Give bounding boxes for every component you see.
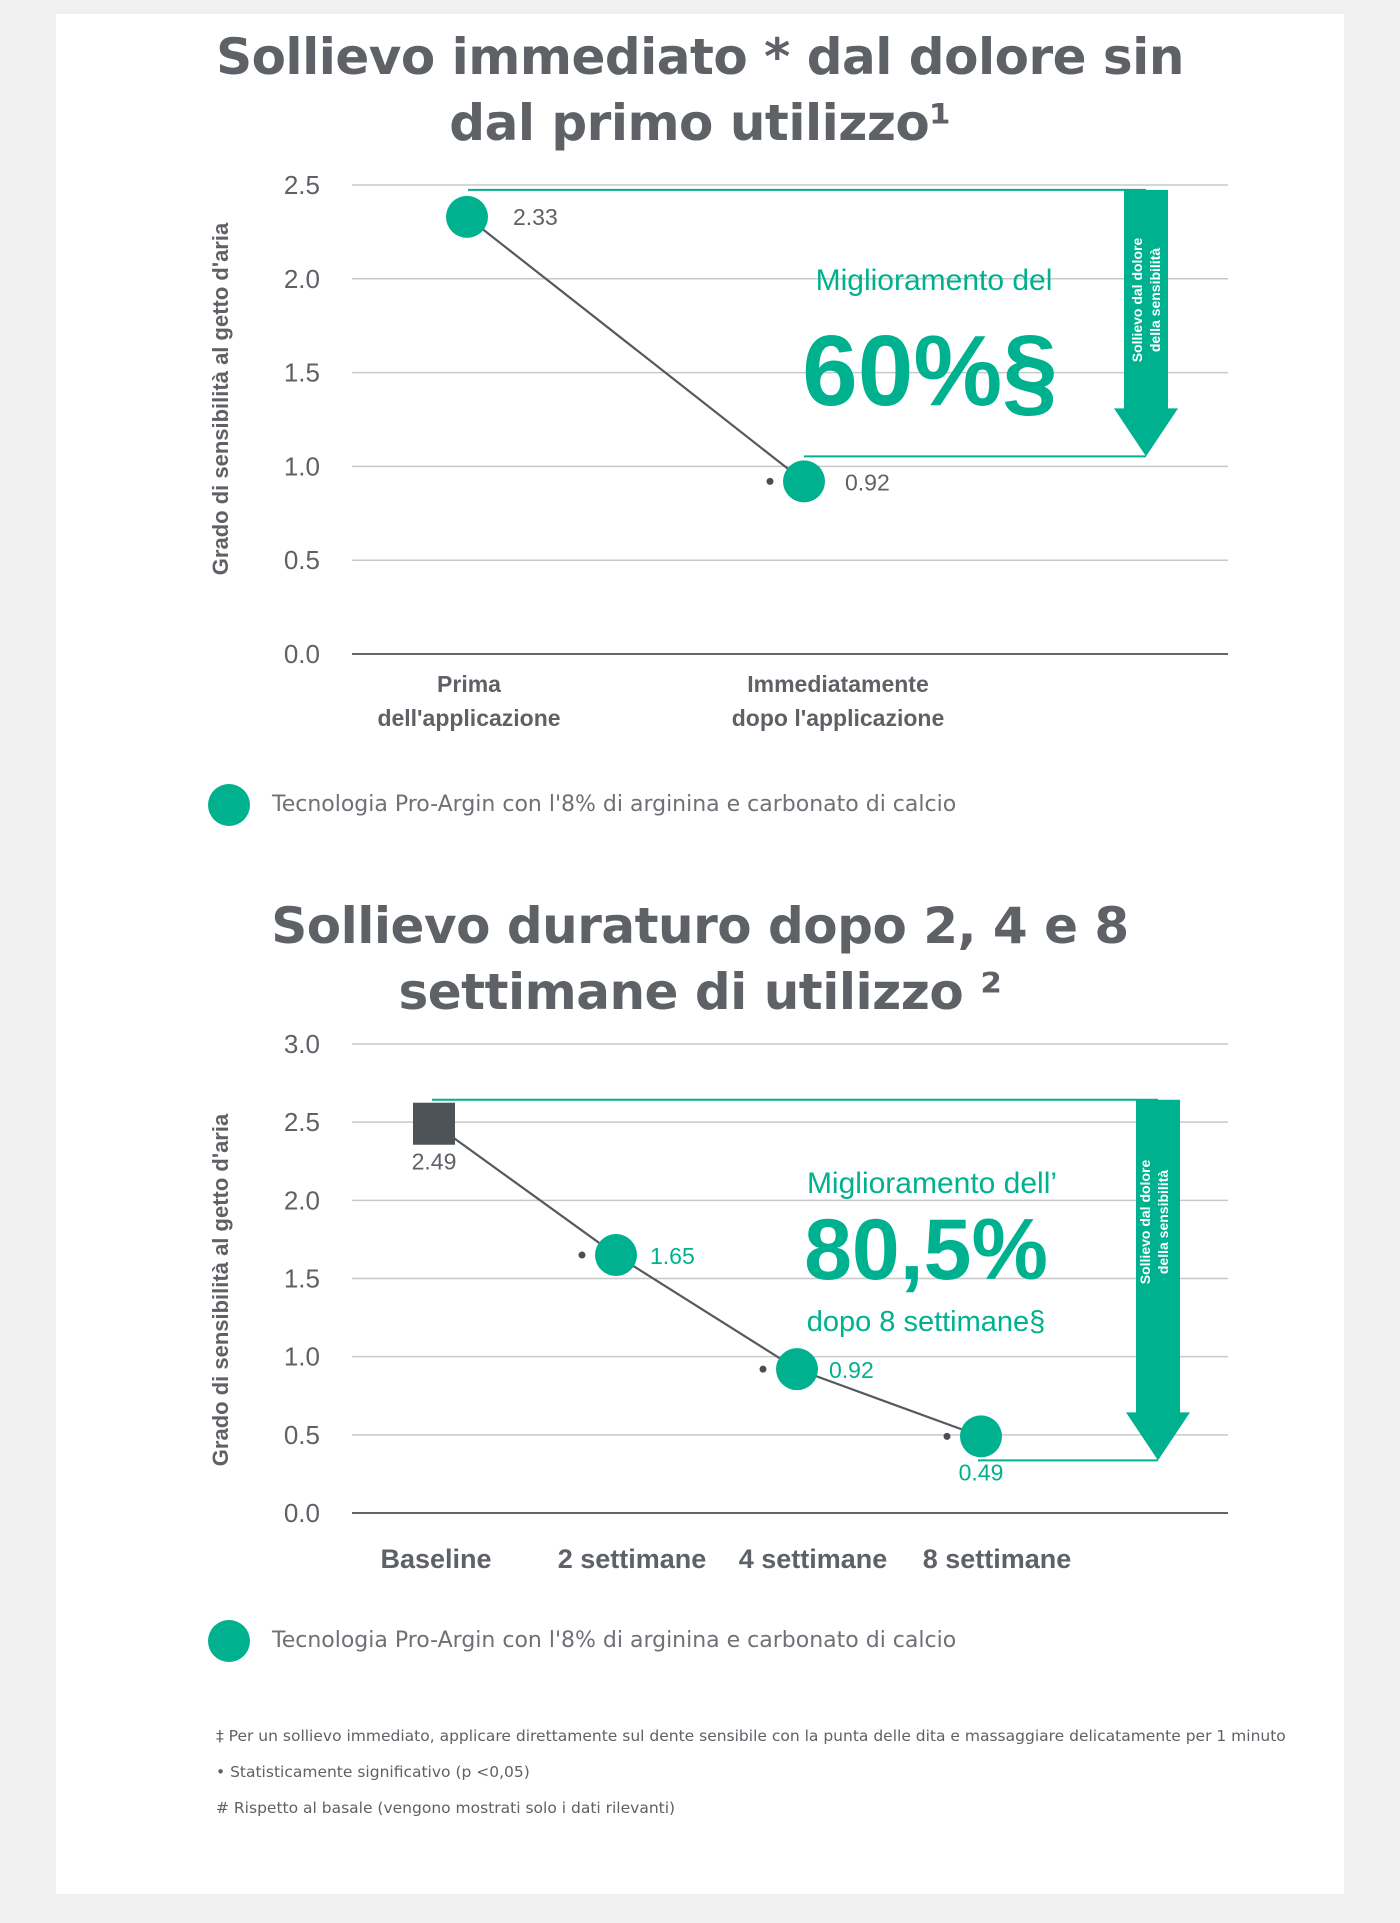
chart2-y-tick-label: 3.0 bbox=[284, 1029, 320, 1059]
chart1-x-label-2b: dopo l'applicazione bbox=[732, 705, 944, 731]
chart2-x-tick-labels: Baseline 2 settimane 4 settimane 8 settiman… bbox=[380, 1544, 1071, 1574]
chart2-data-point bbox=[776, 1348, 818, 1391]
chart1-series: 2.33 0.92 bbox=[446, 195, 890, 503]
chart2-y-tick-label: 0.0 bbox=[284, 1498, 320, 1528]
chart2-significance-dot bbox=[943, 1432, 951, 1440]
chart2-data-label: 1.65 bbox=[650, 1243, 695, 1269]
footnotes: ‡ Per un sollievo immediato, applicare d… bbox=[216, 1718, 1336, 1826]
chart1-data-point bbox=[446, 195, 488, 238]
chart2-plot: 0.0 0.5 1.0 1.5 2.0 2.5 3.0 Grado di sensibili… bbox=[208, 1029, 1228, 1574]
chart1-significance-dot bbox=[766, 477, 774, 485]
chart2-title-line1: Sollievo duraturo dopo 2, 4 e 8 bbox=[271, 897, 1129, 955]
chart1-title: Sollievo immediato * dal dolore sin dal … bbox=[0, 24, 1400, 156]
chart2-y-tick-label: 1.0 bbox=[284, 1342, 320, 1372]
chart2-improvement-value: 80,5% bbox=[804, 1202, 1048, 1298]
chart1-data-label: 0.92 bbox=[845, 469, 890, 495]
chart1-legend-label: Tecnologia Pro-Argin con l'8% di arginin… bbox=[272, 792, 957, 817]
chart1-y-tick-label: 1.5 bbox=[284, 358, 320, 388]
chart2-series: 2.49 1.65 0.92 0.49 bbox=[412, 1102, 1004, 1485]
chart1-legend-marker bbox=[208, 784, 250, 826]
chart2-x-tick-label: 4 settimane bbox=[739, 1544, 888, 1574]
footnote-baseline: # Rispetto al basale (vengono mostrati s… bbox=[216, 1799, 676, 1817]
chart2-x-tick-label: 8 settimane bbox=[923, 1544, 1072, 1574]
footnote-application: ‡ Per un sollievo immediato, applicare d… bbox=[216, 1727, 1286, 1745]
chart2-significance-dot bbox=[759, 1365, 767, 1373]
chart1-y-tick-label: 2.0 bbox=[284, 264, 320, 294]
chart2-data-label: 2.49 bbox=[412, 1149, 457, 1175]
chart1-x-label-1b: dell'applicazione bbox=[377, 705, 560, 731]
chart2-relief-arrow bbox=[1126, 1099, 1190, 1461]
chart1-improvement-label: Miglioramento del bbox=[816, 264, 1053, 297]
chart2-significance-dot bbox=[578, 1251, 586, 1259]
chart1-y-tick-label: 1.0 bbox=[284, 451, 320, 481]
chart1-y-tick-label: 2.5 bbox=[284, 170, 320, 200]
chart1-plot: 0.0 0.5 1.0 1.5 2.0 2.5 Grado di sensibilità … bbox=[208, 170, 1228, 731]
chart2-gridlines bbox=[352, 1043, 1228, 1514]
chart2-legend-marker bbox=[208, 1620, 250, 1662]
chart2-y-axis-label: Grado di sensibilità al getto d'aria bbox=[208, 1113, 233, 1466]
chart2-y-tick-label: 2.5 bbox=[284, 1107, 320, 1137]
chart2-y-tick-labels: 0.0 0.5 1.0 1.5 2.0 2.5 3.0 bbox=[284, 1029, 320, 1528]
chart1-title-line1: Sollievo immediato * dal dolore sin bbox=[216, 28, 1184, 86]
chart2-data-label: 0.92 bbox=[829, 1357, 874, 1383]
footnote-significance: • Statisticamente significativo (p <0,05… bbox=[216, 1763, 530, 1781]
chart2-improvement-label: Miglioramento dell’ bbox=[807, 1167, 1057, 1200]
chart1-y-tick-labels: 0.0 0.5 1.0 1.5 2.0 2.5 bbox=[284, 170, 320, 669]
chart1-gridlines bbox=[352, 184, 1228, 655]
chart1-y-tick-label: 0.5 bbox=[284, 545, 320, 575]
chart2-legend-label: Tecnologia Pro-Argin con l'8% di arginin… bbox=[272, 1628, 957, 1653]
chart2-improvement-note: dopo 8 settimane§ bbox=[807, 1306, 1046, 1338]
chart1-improvement-value: 60%§ bbox=[802, 315, 1058, 427]
chart2-data-point bbox=[960, 1415, 1002, 1458]
chart1-series-line bbox=[466, 216, 805, 483]
chart2-y-tick-label: 0.5 bbox=[284, 1420, 320, 1450]
chart2-arrow-label-1: Sollievo dal dolore bbox=[1137, 1160, 1153, 1285]
chart1-y-axis-label: Grado di sensibilità al getto d'aria bbox=[208, 222, 233, 575]
chart2-baseline-marker bbox=[413, 1102, 455, 1145]
chart1-title-line2: dal primo utilizzo¹ bbox=[449, 94, 951, 152]
chart2-y-tick-label: 2.0 bbox=[284, 1185, 320, 1215]
chart1-data-point bbox=[783, 460, 825, 503]
chart2-x-tick-label: 2 settimane bbox=[558, 1544, 707, 1574]
chart1-x-label-1a: Prima bbox=[437, 671, 501, 697]
chart2-arrow-label-2: della sensibilità bbox=[1155, 1170, 1171, 1274]
chart2-x-tick-label: Baseline bbox=[380, 1544, 491, 1574]
chart2-data-point bbox=[595, 1234, 637, 1277]
chart1-arrow-label-2: della sensibilità bbox=[1147, 248, 1163, 352]
chart2-data-label: 0.49 bbox=[959, 1459, 1004, 1485]
chart1-data-label: 2.33 bbox=[513, 204, 558, 230]
chart1-x-label-2a: Immediatamente bbox=[747, 671, 929, 697]
chart1-y-tick-label: 0.0 bbox=[284, 639, 320, 669]
chart2-title: Sollievo duraturo dopo 2, 4 e 8 settiman… bbox=[0, 893, 1400, 1025]
chart1-arrow-label-1: Sollievo dal dolore bbox=[1129, 238, 1145, 363]
chart2-y-tick-label: 1.5 bbox=[284, 1264, 320, 1294]
chart2-title-line2: settimane di utilizzo ² bbox=[398, 963, 1002, 1021]
chart2-series-line bbox=[433, 1122, 982, 1438]
chart1-relief-arrow bbox=[1114, 189, 1178, 457]
